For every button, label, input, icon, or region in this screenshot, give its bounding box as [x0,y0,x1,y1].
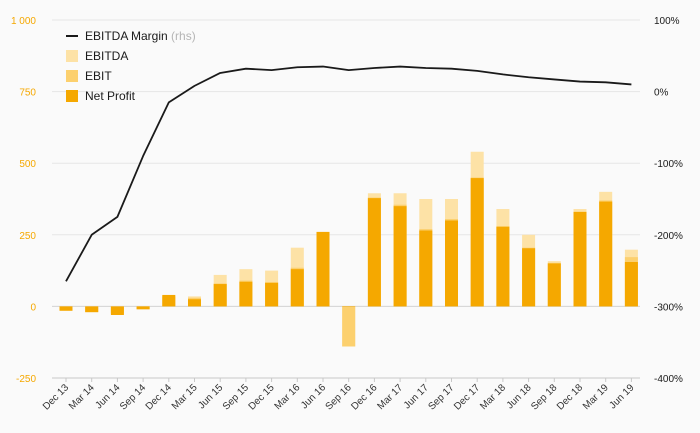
net-profit-bar [213,284,227,307]
net-profit-bar [522,248,536,307]
x-tick-label: Mar 16 [273,382,303,412]
x-tick-label: Dec 14 [144,382,174,412]
x-tick-label: Sep 18 [529,382,559,412]
legend: EBITDA Margin (rhs) EBITDA EBIT Net Profit [66,29,196,103]
x-tick-label: Sep 15 [221,382,251,412]
y-left-tick-label: 500 [19,159,36,170]
y-left-tick-label: 750 [19,88,36,99]
x-tick-label: Dec 15 [247,382,277,412]
left-axis: -250 0 250 500 750 1 000 [11,16,36,385]
y-right-tick-label: -300% [654,302,683,313]
y-left-tick-label: -250 [16,374,36,385]
net-profit-bar [188,299,201,307]
x-tick-label: Mar 19 [581,382,611,412]
net-profit-bar [316,231,330,307]
legend-label-ebitda: EBITDA [85,49,128,63]
x-tick-label: Jun 19 [608,382,637,411]
y-right-tick-label: 100% [654,16,680,27]
x-tick-label: Dec 13 [41,382,71,412]
x-tick-label: Sep 17 [426,382,456,412]
x-tick-label: Jun 15 [196,382,225,411]
net-profit-bar [136,306,150,310]
y-left-tick-label: 1 000 [11,16,36,27]
x-tick-label: Mar 17 [375,382,405,412]
x-tick-label: Jun 18 [505,382,534,411]
legend-swatch-ebit [66,70,78,82]
x-tick-label: Mar 15 [170,382,200,412]
x-tick-label: Jun 14 [94,382,123,411]
y-left-tick-label: 250 [19,231,36,242]
y-right-tick-label: -400% [654,374,683,385]
net-profit-bar [624,262,638,307]
net-profit-bar [265,282,279,307]
x-tick-label: Dec 17 [452,382,482,412]
x-tick-label: Sep 14 [118,382,148,412]
net-profit-bar [393,206,407,307]
net-profit-bar [85,306,99,313]
x-tick-label: Jun 16 [299,382,328,411]
net-profit-bar [573,211,587,307]
net-profit-bar [470,178,484,307]
x-tick-label: Dec 16 [349,382,379,412]
net-profit-bar [599,201,613,307]
ebitda-margin-line [65,65,632,282]
y-right-tick-label: -200% [654,231,683,242]
x-tick-label: Sep 16 [324,382,354,412]
legend-label-ebitda-margin: EBITDA Margin (rhs) [85,29,196,43]
net-profit-bar [110,306,124,315]
net-profit-bar [342,306,356,307]
net-profit-bar [239,281,253,307]
y-right-tick-label: -100% [654,159,683,170]
ebit-bar [342,306,356,347]
net-profit-bar [290,269,304,307]
x-tick-label: Mar 14 [67,382,97,412]
legend-label-net-profit: Net Profit [85,89,136,103]
net-profit-bar [162,294,176,307]
legend-swatch-net-profit [66,90,78,102]
y-right-tick-label: 0% [654,88,669,99]
gridlines [52,19,640,379]
net-profit-bar [419,230,433,307]
x-tick-label: Jun 17 [402,382,431,411]
net-profit-bar [496,226,510,307]
net-profit-bar [59,306,73,311]
x-tick-label: Dec 18 [555,382,585,412]
x-tick-label: Mar 18 [478,382,508,412]
legend-label-ebit: EBIT [85,69,112,83]
right-axis: -400% -300% -200% -100% 0% 100% [654,16,683,385]
y-left-tick-label: 0 [30,302,36,313]
net-profit-bar [445,220,458,307]
bars [59,151,638,347]
legend-swatch-ebitda [66,50,78,62]
margin-line-layer [65,65,632,282]
net-profit-bar [367,198,381,307]
net-profit-bar [547,263,561,307]
